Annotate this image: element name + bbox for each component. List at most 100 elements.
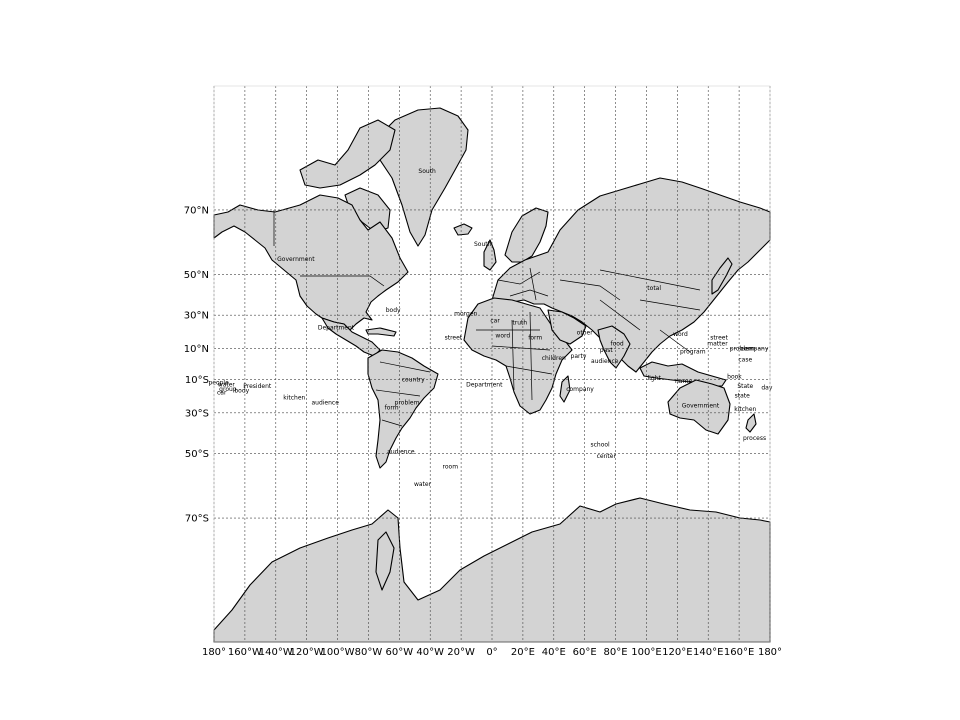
place-label: kitchen (283, 394, 305, 401)
us-canada-border (300, 275, 385, 287)
meridian-tick-label: 20°W (447, 647, 475, 658)
meridian-tick-label: 120°E (662, 647, 692, 658)
africa (463, 297, 573, 415)
map-frame (213, 85, 771, 643)
place-label: car (490, 318, 500, 325)
place-label: street (710, 334, 728, 341)
meridian-tick-label: 100°W (321, 647, 355, 658)
place-label: company (566, 386, 594, 393)
parallel-tick-label: 10°N (184, 344, 209, 355)
country-borders (273, 210, 701, 427)
place-label: case (738, 356, 752, 363)
place-label: past (600, 347, 614, 354)
place-label: form (385, 404, 399, 411)
iceland (453, 223, 473, 236)
place-label: truth (512, 319, 527, 326)
place-label: Government (277, 256, 315, 263)
place-label: audience (311, 399, 339, 406)
place-label: party (571, 353, 587, 360)
meridian-tick-label: 160°E (724, 647, 754, 658)
place-label: body (234, 388, 249, 395)
antarctic-peninsula (375, 531, 395, 591)
place-label: group (219, 386, 237, 393)
north-america (213, 194, 409, 331)
greenland (379, 107, 469, 247)
place-label: Department (318, 324, 355, 331)
cuba (365, 327, 397, 337)
africa-borders (476, 311, 553, 401)
meridian-tick-label: 120°W (290, 647, 324, 658)
place-label: South (418, 168, 436, 175)
arabian-peninsula (547, 309, 587, 345)
southeast-asia-islands (639, 361, 727, 387)
parallel-tick-label: 30°N (184, 311, 209, 322)
place-label: matter (707, 341, 728, 348)
place-label: other (577, 329, 594, 336)
meridian-tick-label: 60°W (386, 647, 414, 658)
meridian-tick-label: 80°W (355, 647, 383, 658)
place-label: day (761, 385, 772, 392)
indian-subcontinent (597, 325, 631, 369)
place-label: problem (395, 399, 420, 406)
place-label: country (402, 377, 425, 384)
place-label: center (597, 453, 617, 460)
place-label: audience (387, 448, 415, 455)
place-label: room (443, 463, 459, 470)
place-label: problem (730, 345, 755, 352)
parallel-tick-label: 30°S (185, 408, 209, 419)
place-label: Department (466, 381, 503, 388)
place-label: water (218, 381, 236, 388)
place-label: total (647, 285, 661, 292)
madagascar (559, 375, 571, 403)
place-label: word (495, 333, 510, 340)
place-label: car (217, 389, 227, 396)
meridian-tick-label: 140°W (259, 647, 293, 658)
australia (667, 379, 731, 435)
japan (711, 257, 733, 295)
place-label: school (590, 441, 610, 448)
map-area: South South Government body Department countr… (208, 85, 773, 643)
meridian-tick-label: 100°E (631, 647, 661, 658)
place-label: book (727, 373, 742, 380)
place-label: form (528, 334, 542, 341)
place-label: South (474, 241, 492, 248)
parallel-tick-label: 10°S (185, 375, 209, 386)
parallel-tick-label: 50°S (185, 449, 209, 460)
place-label: water (414, 481, 432, 488)
place-label: company (741, 345, 769, 352)
place-labels: South South Government body Department countr… (208, 168, 772, 488)
meridian-tick-label: 60°E (573, 647, 597, 658)
meridian-tick-label: 40°E (542, 647, 566, 658)
meridian-tick-label: 140°E (693, 647, 723, 658)
asia-borders (599, 269, 701, 353)
parallel-tick-label: 70°N (184, 205, 209, 216)
place-label: light (648, 375, 662, 382)
place-label: morgen (454, 310, 477, 317)
place-label: Government (682, 403, 720, 410)
parallel-tick-label: 50°N (184, 270, 209, 281)
place-label: program (680, 349, 706, 356)
place-label: word (673, 331, 688, 338)
meridian-tick-label: 180° (758, 647, 782, 658)
europe-borders (497, 267, 621, 301)
great-britain (483, 239, 497, 271)
place-label: kitchen (734, 406, 756, 413)
place-label: President (243, 383, 272, 390)
place-label: children (542, 355, 566, 362)
parallel-tick-label: 70°S (185, 514, 209, 525)
meridian-tick-label: 0° (486, 647, 497, 658)
place-label: street (445, 334, 463, 341)
canadian-arctic-islands (299, 119, 396, 189)
place-label: name (675, 378, 692, 385)
meridian-tick-label: 20°E (511, 647, 535, 658)
meridian-tick-label: 160°W (228, 647, 262, 658)
place-label: food (610, 341, 623, 348)
place-label: body (386, 307, 401, 314)
place-label: process (743, 435, 766, 442)
place-label: State (737, 383, 753, 390)
south-america-borders (375, 361, 431, 427)
meridian-tick-label: 40°W (416, 647, 444, 658)
place-label: state (735, 393, 751, 400)
scandinavia (504, 207, 549, 263)
